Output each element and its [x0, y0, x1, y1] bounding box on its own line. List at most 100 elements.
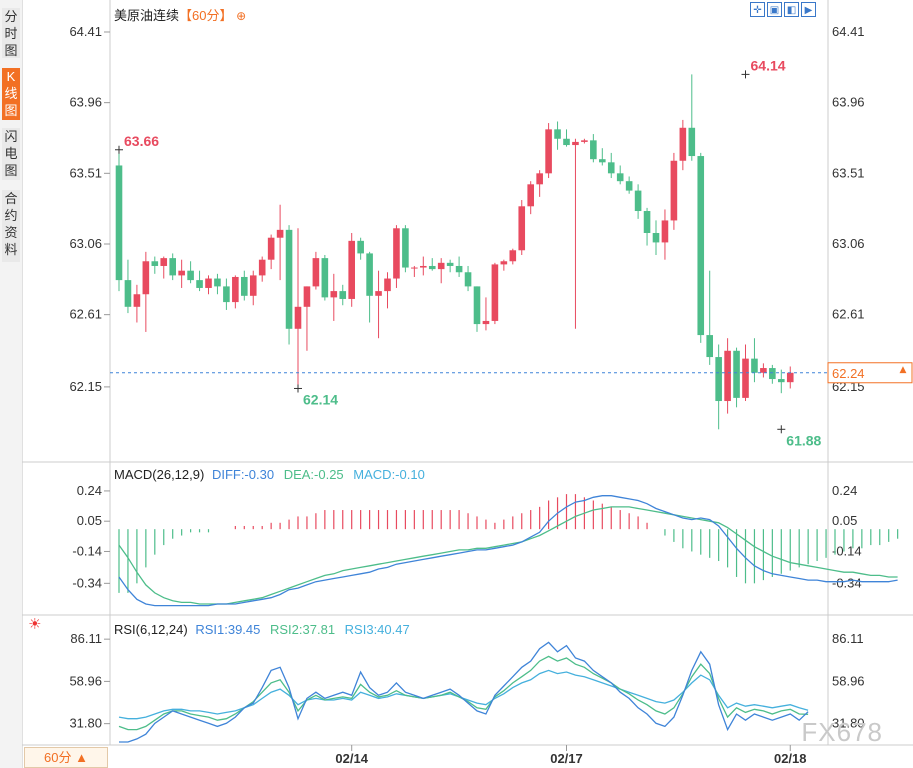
candle-body	[402, 228, 409, 268]
sun-icon[interactable]: ☀	[28, 616, 42, 633]
step-forward-icon[interactable]: ▶	[801, 2, 816, 17]
extreme-label: 63.66	[124, 133, 159, 149]
candle-body	[437, 262, 445, 270]
candle-body	[455, 265, 463, 273]
step-back-icon[interactable]: ◧	[784, 2, 799, 17]
macd-header: MACD(26,12,9) DIFF:-0.30 DEA:-0.25 MACD:…	[114, 467, 425, 482]
candle-body	[223, 286, 230, 303]
candle-body	[303, 286, 311, 307]
price-tick-label-right: 63.51	[832, 165, 865, 180]
macd-tick-label-right: 0.05	[832, 513, 857, 528]
candle-body	[572, 141, 579, 146]
macd-macd-value: MACD:-0.10	[353, 467, 425, 482]
extreme-label: 62.14	[303, 391, 338, 407]
rsi-tick-label-left: 86.11	[70, 631, 102, 646]
rsi2-value: RSI2:37.81	[270, 622, 336, 637]
candle-body	[160, 258, 168, 266]
tab-flash-chart[interactable]: 闪电图	[2, 128, 20, 180]
candle-body	[133, 294, 141, 307]
period-tag: 【60分】	[179, 8, 233, 23]
candle-body	[616, 173, 624, 182]
x-tick-label: 02/18	[774, 751, 807, 766]
macd-tick-label-left: -0.34	[72, 575, 102, 590]
fit-icon[interactable]: ▣	[767, 2, 782, 17]
candle-body	[384, 278, 391, 292]
price-tick-label-right: 64.41	[832, 24, 865, 39]
macd-series	[118, 494, 899, 607]
extreme-label: 61.88	[786, 432, 821, 448]
candle-body	[688, 127, 696, 157]
candlestick-series	[115, 74, 794, 430]
candle-body	[446, 262, 454, 266]
axis-ticks: 64.41 64.41 63.96 63.96 63.51 63.51 63.06 63.06…	[69, 24, 864, 731]
candle-body	[652, 232, 660, 243]
candle-body	[428, 265, 436, 270]
candle-body	[590, 140, 597, 160]
candle-body	[482, 320, 490, 325]
rsi-header: RSI(6,12,24) RSI1:39.45 RSI2:37.81 RSI3:…	[114, 622, 410, 637]
current-price-box	[827, 362, 913, 384]
tab-contract-info[interactable]: 合约资料	[2, 190, 20, 262]
candle-body	[249, 275, 257, 296]
candle-body	[294, 306, 302, 329]
candle-body	[321, 258, 329, 298]
macd-dea-line	[118, 506, 898, 605]
candle-body	[527, 184, 534, 207]
price-annotations: 62.24 ▲ 63.66 62.14 64.14 61.88	[110, 57, 913, 448]
price-tick-label-left: 63.06	[69, 236, 102, 251]
candle-body	[545, 129, 552, 174]
tab-kline[interactable]: K线图	[2, 68, 20, 120]
candle-body	[706, 335, 713, 358]
candle-body	[751, 358, 758, 373]
candle-body	[554, 129, 561, 139]
price-tick-label-left: 64.41	[69, 24, 102, 39]
candle-body	[599, 159, 606, 163]
candle-body	[536, 173, 543, 185]
current-price-label: 62.24	[832, 366, 865, 381]
tab-timeshare[interactable]: 分时图	[2, 8, 20, 58]
candle-body	[214, 278, 221, 287]
candle-body	[115, 165, 123, 281]
candle-body	[357, 240, 364, 254]
price-tick-label-right: 63.96	[832, 95, 865, 110]
candle-body	[339, 291, 347, 299]
candle-body	[276, 229, 284, 238]
rsi-tick-label-left: 31.80	[69, 716, 102, 731]
candle-body	[196, 280, 203, 288]
rsi1-line	[119, 641, 809, 743]
candle-body	[169, 258, 176, 276]
candle-body	[205, 278, 212, 288]
candle-body	[187, 270, 194, 281]
rsi3-value: RSI3:40.47	[344, 622, 410, 637]
candle-body	[733, 350, 740, 398]
candle-body	[473, 286, 481, 325]
candle-body	[142, 261, 150, 295]
price-arrow-icon: ▲	[900, 365, 907, 375]
rsi-tick-label-right: 58.96	[832, 673, 865, 688]
candle-body	[769, 368, 776, 380]
price-tick-label-left: 62.15	[69, 379, 102, 394]
price-tick-label-left: 62.61	[69, 307, 102, 322]
x-axis-labels: 02/14 02/17 02/18	[335, 745, 807, 766]
rsi2-line	[118, 655, 809, 731]
x-tick-label: 02/17	[550, 751, 583, 766]
candle-body	[697, 156, 705, 336]
candle-body	[715, 357, 722, 402]
extreme-label: 64.14	[751, 57, 786, 73]
candle-body	[267, 237, 275, 260]
candle-body	[464, 272, 472, 287]
candle-body	[679, 127, 687, 161]
plus-circle-icon[interactable]: ⊕	[236, 9, 247, 23]
watermark: FX678	[801, 717, 883, 747]
crosshair-icon[interactable]: ✛	[750, 2, 765, 17]
rsi3-line	[118, 669, 809, 720]
candle-body	[375, 291, 382, 296]
macd-tick-label-right: -0.34	[832, 575, 862, 590]
candle-body	[742, 358, 749, 398]
candle-body	[581, 140, 588, 142]
rsi-tick-label-right: 86.11	[832, 631, 864, 646]
period-selector-button[interactable]: 60分 ▲	[24, 747, 108, 768]
x-tick-label: 02/14	[335, 751, 368, 766]
macd-tick-label-left: 0.05	[77, 513, 102, 528]
candle-body	[285, 229, 293, 329]
